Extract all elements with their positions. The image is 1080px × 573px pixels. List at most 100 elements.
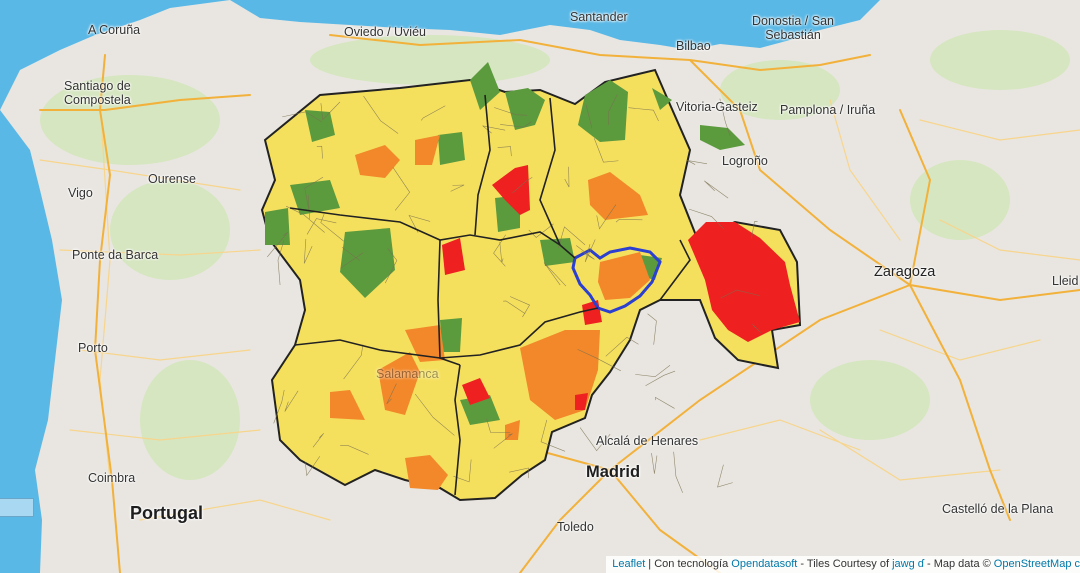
zone-border-line <box>628 107 659 122</box>
zone-border-line <box>645 370 676 387</box>
zone-red[interactable] <box>462 378 490 405</box>
city-label-ourense: Ourense <box>148 172 196 186</box>
city-label-bilbao: Bilbao <box>676 39 711 53</box>
zone-border-line <box>303 238 313 264</box>
zone-border-line <box>564 166 570 188</box>
city-label-lleida: Lleid <box>1052 274 1079 288</box>
zone-green[interactable] <box>470 62 500 110</box>
zone-border-line <box>673 451 683 493</box>
zone-border-line <box>647 313 657 345</box>
city-label-logrono: Logroño <box>722 154 768 168</box>
zone-border-line <box>304 176 324 212</box>
leaflet-link[interactable]: Leaflet <box>612 558 646 570</box>
city-label-donostia: Donostia / San Sebastián <box>752 14 834 42</box>
zone-red[interactable] <box>575 393 588 410</box>
zone-border-line <box>576 245 595 260</box>
zone-border-line <box>386 383 397 405</box>
zone-border-line <box>704 180 729 199</box>
city-label-oviedo: Oviedo / Uviéu <box>344 25 426 39</box>
zone-orange[interactable] <box>405 325 445 362</box>
zone-orange[interactable] <box>378 352 420 415</box>
province-borders <box>289 94 691 496</box>
zone-green[interactable] <box>505 88 545 130</box>
city-label-ponte-da-barca: Ponte da Barca <box>72 248 159 262</box>
zone-border-line <box>493 433 513 449</box>
zone-border-line <box>655 396 675 409</box>
zone-border-line <box>273 389 285 424</box>
zone-red[interactable] <box>688 222 800 342</box>
zone-borders <box>267 94 762 493</box>
zone-border-line <box>320 101 341 121</box>
map-control-stub[interactable] <box>0 498 34 517</box>
zone-green[interactable] <box>305 110 335 142</box>
city-label-santander: Santander <box>570 10 628 24</box>
zone-border-line <box>320 213 344 242</box>
zone-border-line <box>593 138 619 163</box>
zone-border-line <box>503 300 526 314</box>
zone-orange[interactable] <box>355 145 400 178</box>
country-label-portugal: Portugal <box>130 503 204 523</box>
zone-border-line <box>509 296 531 318</box>
zone-border-line <box>752 324 762 333</box>
zone-border-line <box>585 104 593 129</box>
city-label-coimbra: Coimbra <box>88 471 136 485</box>
zone-green[interactable] <box>290 180 340 215</box>
zone-green[interactable] <box>265 208 290 245</box>
zone-border-line <box>494 107 528 116</box>
attribution-text-1: | Con tecnología <box>645 558 732 570</box>
city-label-madrid: Madrid <box>586 463 641 481</box>
opendatasoft-link[interactable]: Opendatasoft <box>731 558 798 570</box>
zone-green[interactable] <box>578 80 628 142</box>
cantabrian-sea <box>230 0 880 50</box>
zone-border-line <box>500 121 532 128</box>
zone-border-line <box>392 167 411 211</box>
zone-border-line <box>717 464 733 488</box>
zone-border-line <box>615 219 643 223</box>
zone-border-line <box>584 239 596 263</box>
city-label-vigo: Vigo <box>68 186 93 200</box>
zone-border-line <box>343 344 364 380</box>
zone-border-line <box>540 419 566 452</box>
zone-green[interactable] <box>340 228 395 298</box>
zone-border-line <box>312 433 324 448</box>
zone-border-line <box>363 95 399 134</box>
zone-border-line <box>499 242 504 263</box>
zone-border-line <box>307 195 310 219</box>
zone-orange[interactable] <box>415 135 440 165</box>
city-label-toledo: Toledo <box>557 520 594 534</box>
city-label-castellon: Castelló de la Plana <box>942 502 1054 516</box>
zone-red[interactable] <box>442 238 465 275</box>
zone-green[interactable] <box>440 318 462 352</box>
zone-orange[interactable] <box>598 252 650 300</box>
zone-border-line <box>497 146 512 157</box>
zone-border-line <box>577 349 621 372</box>
zone-border-line <box>512 177 533 194</box>
jawg-link[interactable]: jawg <box>892 558 915 570</box>
zone-green[interactable] <box>700 125 745 150</box>
zone-green[interactable] <box>540 238 575 266</box>
zone-border-line <box>605 336 639 357</box>
zone-border-line <box>282 111 322 122</box>
zone-green[interactable] <box>652 88 672 110</box>
osm-link[interactable]: OpenStreetMap c <box>993 558 1080 570</box>
zone-green[interactable] <box>438 132 465 165</box>
health-zones-layer[interactable] <box>260 62 802 502</box>
zone-border-line <box>528 223 554 238</box>
zone-orange[interactable] <box>330 390 365 420</box>
zone-orange[interactable] <box>405 455 448 490</box>
red-zones[interactable] <box>442 165 800 410</box>
zone-border-line <box>579 427 611 452</box>
city-label-a-coruna: A Coruña <box>88 23 141 37</box>
zone-border-line <box>277 240 285 286</box>
selected-zone-outline[interactable] <box>571 246 662 314</box>
zone-border-line <box>420 105 446 121</box>
zone-red[interactable] <box>492 165 530 215</box>
zone-border-line <box>608 94 618 125</box>
zone-border-line <box>284 390 299 412</box>
city-label-pamplona: Pamplona / Iruña <box>780 103 876 117</box>
zone-border-line <box>543 262 567 287</box>
zone-orange[interactable] <box>588 172 648 220</box>
zone-border-line <box>635 365 671 378</box>
